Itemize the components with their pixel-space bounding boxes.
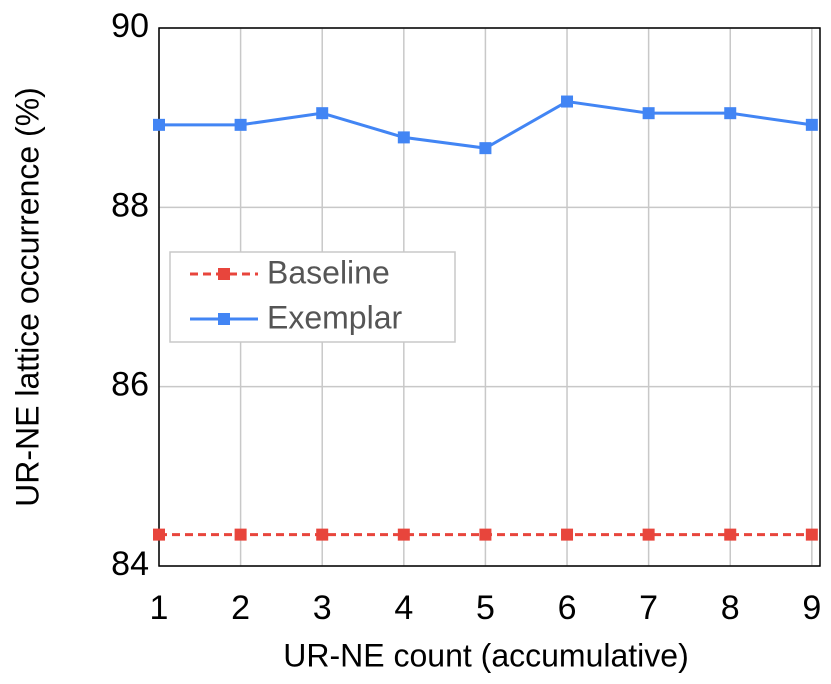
marker bbox=[724, 528, 737, 541]
marker bbox=[561, 528, 574, 541]
marker bbox=[234, 528, 247, 541]
legend-marker bbox=[218, 268, 230, 280]
legend-label: Baseline bbox=[267, 254, 390, 290]
x-tick-label: 9 bbox=[802, 589, 821, 627]
marker bbox=[724, 107, 737, 120]
x-tick-label: 2 bbox=[231, 589, 250, 627]
y-axis-label: UR-NE lattice occurrence (%) bbox=[9, 87, 45, 507]
x-tick-label: 8 bbox=[721, 589, 740, 627]
plot-frame bbox=[158, 27, 821, 567]
legend: Baseline Exemplar bbox=[169, 251, 456, 343]
marker bbox=[397, 528, 410, 541]
x-axis-label: UR-NE count (accumulative) bbox=[283, 637, 688, 673]
legend-marker bbox=[218, 313, 230, 325]
marker bbox=[561, 95, 574, 108]
x-tick-label: 6 bbox=[558, 589, 577, 627]
marker bbox=[479, 528, 492, 541]
x-tick-label: 3 bbox=[313, 589, 332, 627]
y-tick-label: 88 bbox=[111, 186, 149, 224]
x-tick-label: 1 bbox=[150, 589, 169, 627]
marker bbox=[642, 107, 655, 120]
marker bbox=[479, 142, 492, 155]
x-tick-label: 7 bbox=[639, 589, 658, 627]
marker bbox=[805, 118, 818, 131]
x-tick-label: 5 bbox=[476, 589, 495, 627]
y-tick-label: 86 bbox=[111, 366, 149, 404]
y-tick-label: 90 bbox=[111, 7, 149, 45]
marker bbox=[153, 528, 165, 541]
marker bbox=[153, 118, 165, 131]
marker bbox=[316, 528, 329, 541]
x-tick-label: 4 bbox=[394, 589, 413, 627]
legend-label: Exemplar bbox=[267, 299, 403, 335]
y-tick-label: 84 bbox=[111, 545, 149, 583]
marker bbox=[234, 118, 247, 131]
legend-box bbox=[169, 251, 456, 343]
marker bbox=[397, 131, 410, 144]
marker bbox=[316, 107, 329, 120]
marker bbox=[642, 528, 655, 541]
marker bbox=[805, 528, 818, 541]
